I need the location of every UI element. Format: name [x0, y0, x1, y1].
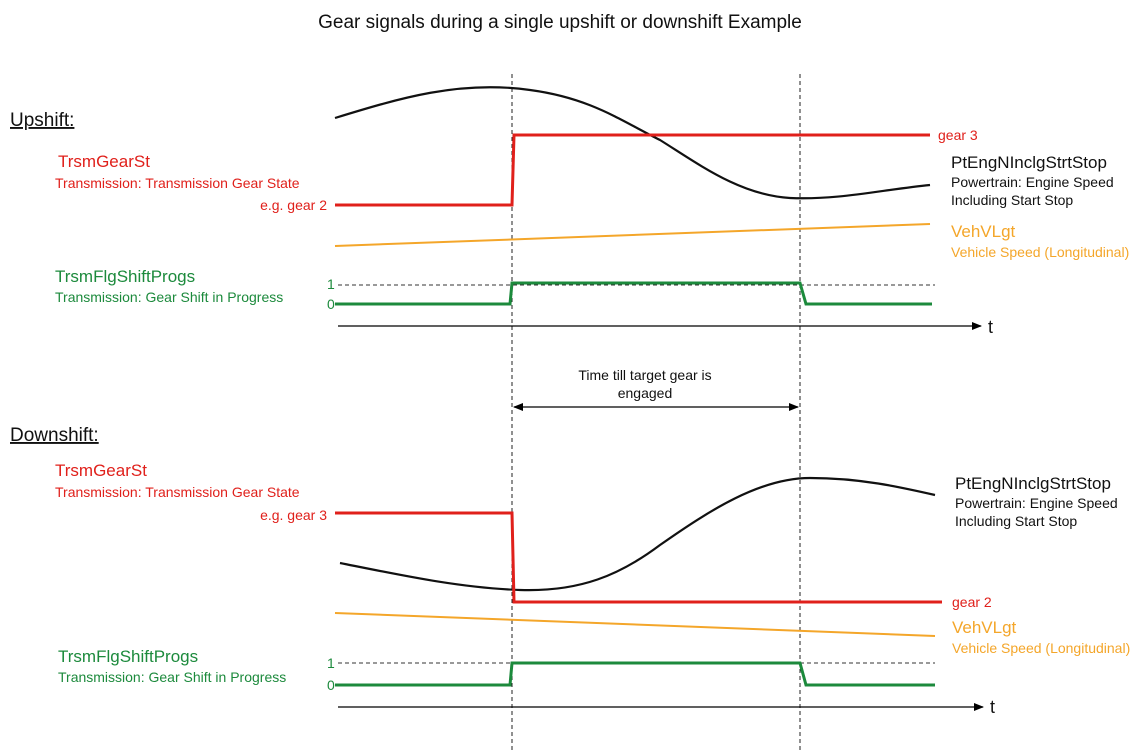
downshift-gear-before-label: e.g. gear 3: [260, 507, 327, 523]
interval-label-line-2: engaged: [618, 385, 673, 401]
upshift-gear-after-label: gear 3: [938, 127, 978, 143]
interval-label-line-1: Time till target gear is: [578, 367, 711, 383]
downshift-section: Downshift: TrsmGearSt Transmission: Tran…: [10, 425, 1130, 717]
downshift-shift-desc: Transmission: Gear Shift in Progress: [58, 669, 286, 685]
diagram-title: Gear signals during a single upshift or …: [318, 12, 802, 33]
upshift-engine-desc-1: Powertrain: Engine Speed: [951, 174, 1114, 190]
upshift-engine-speed-curve: [334, 86, 931, 200]
downshift-gear-state-line: [335, 511, 942, 604]
downshift-speed-name: VehVLgt: [952, 618, 1017, 637]
upshift-time-axis-label: t: [988, 317, 993, 337]
upshift-heading: Upshift:: [10, 110, 74, 131]
upshift-gear-desc: Transmission: Transmission Gear State: [55, 175, 300, 191]
upshift-speed-desc: Vehicle Speed (Longitudinal): [951, 244, 1129, 260]
upshift-engine-desc-2: Including Start Stop: [951, 192, 1073, 208]
upshift-vehicle-speed-line: [334, 223, 931, 247]
downshift-gear-after-label: gear 2: [952, 594, 992, 610]
upshift-level-0-label: 0: [327, 296, 335, 312]
upshift-shift-progress-line: [335, 281, 932, 306]
interval-annotation: Time till target gear is engaged: [513, 367, 799, 411]
downshift-level-1-label: 1: [327, 655, 335, 671]
downshift-level-0-label: 0: [327, 677, 335, 693]
upshift-gear-name: TrsmGearSt: [58, 152, 150, 171]
downshift-gear-desc: Transmission: Transmission Gear State: [55, 484, 300, 500]
downshift-speed-desc: Vehicle Speed (Longitudinal): [952, 640, 1130, 656]
downshift-time-axis-label: t: [990, 697, 995, 717]
downshift-engine-name: PtEngNInclgStrtStop: [955, 474, 1111, 493]
downshift-shift-name: TrsmFlgShiftProgs: [58, 647, 198, 666]
downshift-heading: Downshift:: [10, 425, 99, 446]
downshift-shift-progress-line: [335, 661, 935, 687]
upshift-speed-name: VehVLgt: [951, 222, 1016, 241]
upshift-engine-name: PtEngNInclgStrtStop: [951, 153, 1107, 172]
upshift-level-1-label: 1: [327, 276, 335, 292]
upshift-shift-name: TrsmFlgShiftProgs: [55, 267, 195, 286]
downshift-engine-speed-curve: [339, 476, 936, 592]
downshift-vehicle-speed-line: [334, 612, 936, 637]
upshift-shift-desc: Transmission: Gear Shift in Progress: [55, 289, 283, 305]
downshift-gear-name: TrsmGearSt: [55, 461, 147, 480]
upshift-section: Upshift: TrsmGearSt Transmission: Transm…: [10, 86, 1129, 337]
downshift-engine-desc-1: Powertrain: Engine Speed: [955, 495, 1118, 511]
upshift-gear-state-line: [335, 133, 930, 207]
upshift-gear-before-label: e.g. gear 2: [260, 197, 327, 213]
downshift-engine-desc-2: Including Start Stop: [955, 513, 1077, 529]
